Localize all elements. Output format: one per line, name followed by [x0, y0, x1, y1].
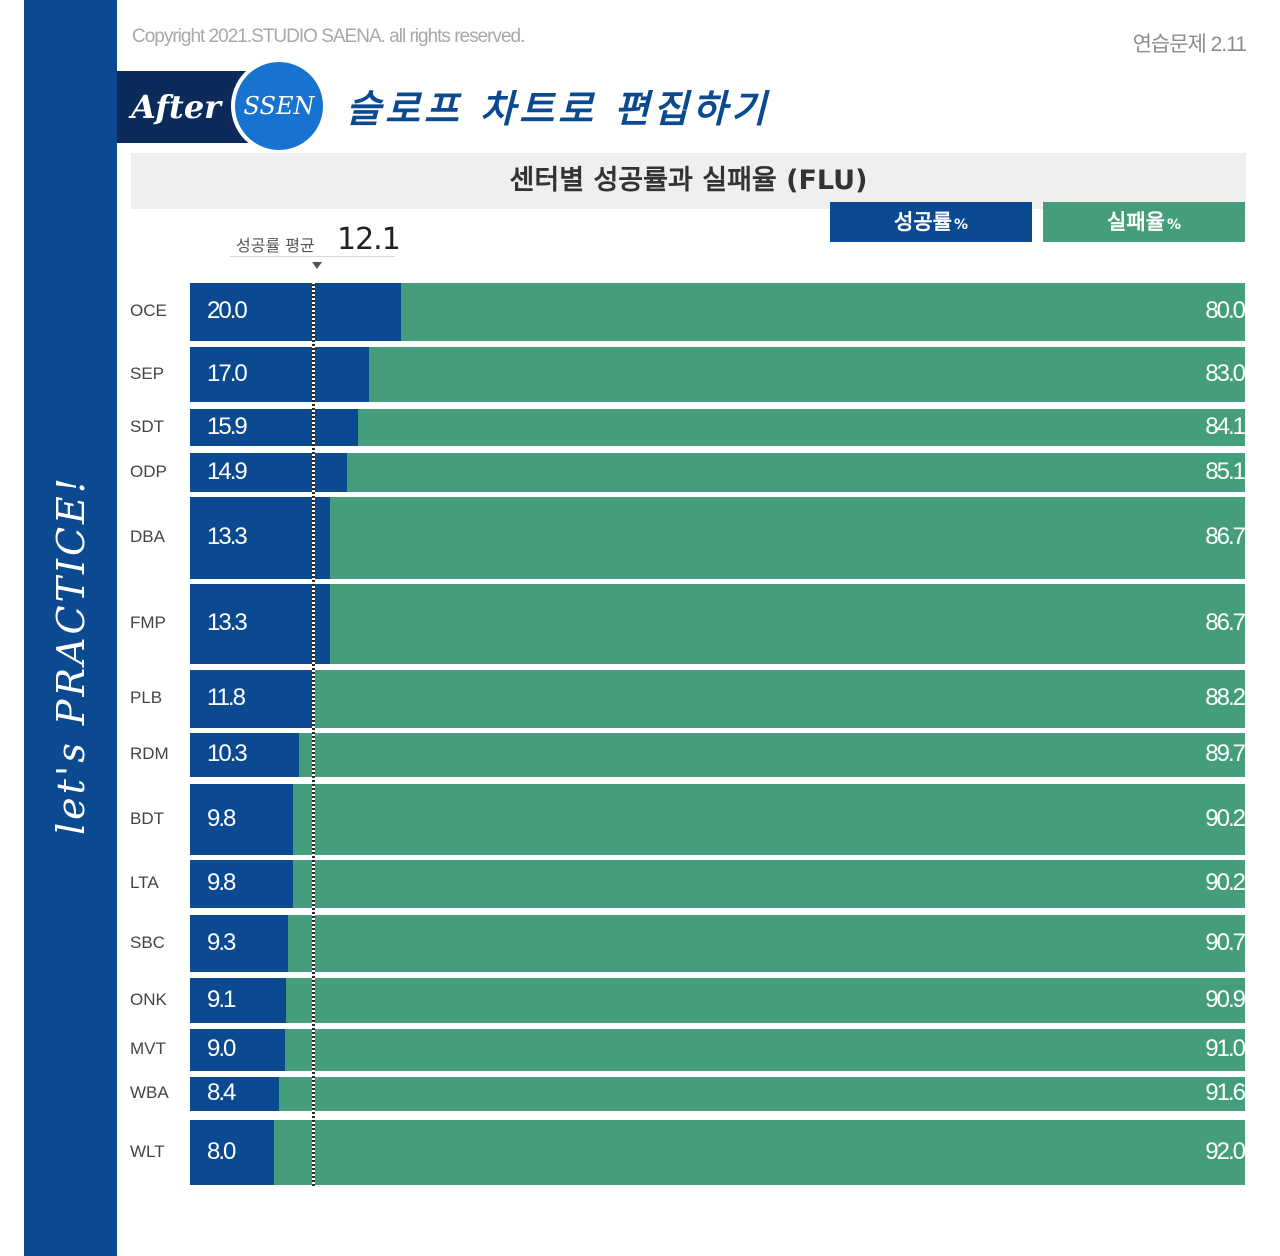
left-stripe	[24, 0, 117, 1256]
category-label-wba: WBA	[130, 1083, 169, 1102]
fail-bar-rdm	[190, 733, 1245, 777]
fail-value-plb: 88.2	[1205, 684, 1246, 711]
average-marker-icon	[312, 262, 322, 269]
fail-bar-mvt	[190, 1029, 1245, 1071]
category-label-sbc: SBC	[130, 932, 165, 952]
fail-bar-onk	[190, 978, 1245, 1023]
fail-bar-odp	[190, 453, 1245, 492]
success-bar-sdt	[190, 409, 358, 446]
fail-value-oce: 80.0	[1205, 297, 1246, 324]
success-value-mvt: 9.0	[207, 1035, 236, 1062]
legend-success-label: 성공률	[894, 210, 952, 234]
page-heading: 슬로프 차트로 편집하기	[346, 87, 771, 131]
category-label-wlt: WLT	[130, 1141, 165, 1161]
fail-bar-sdt	[190, 409, 1245, 446]
success-value-odp: 14.9	[207, 457, 248, 485]
category-label-odp: ODP	[130, 461, 167, 481]
success-bar-wba	[190, 1077, 279, 1111]
fail-value-wlt: 92.0	[1205, 1137, 1246, 1165]
ssen-logo: SSEN	[231, 58, 327, 154]
fail-bar-plb	[190, 670, 1245, 728]
chart-title: 센터별 성공률과 실패율 (FLU)	[131, 153, 1246, 209]
fail-bar-sbc	[190, 915, 1245, 972]
success-value-wba: 8.4	[207, 1079, 236, 1106]
success-bar-plb	[190, 670, 315, 728]
success-bar-bdt	[190, 784, 294, 855]
copyright-text: Copyright 2021.STUDIO SAENA. all rights …	[132, 26, 525, 47]
fail-bar-sep	[190, 347, 1245, 402]
category-label-mvt: MVT	[130, 1039, 166, 1058]
legend-success-unit: %	[953, 217, 968, 233]
category-label-rdm: RDM	[130, 744, 169, 763]
category-label-dba: DBA	[130, 527, 165, 546]
fail-value-sdt: 84.1	[1205, 412, 1246, 440]
success-value-dba: 13.3	[207, 523, 248, 550]
fail-bar-wlt	[190, 1120, 1245, 1185]
fail-value-odp: 85.1	[1205, 457, 1246, 485]
success-value-fmp: 13.3	[207, 609, 248, 636]
fail-bar-lta	[190, 860, 1245, 908]
fail-bar-fmp	[190, 584, 1245, 664]
fail-value-sep: 83.0	[1205, 359, 1246, 387]
category-label-lta: LTA	[130, 873, 159, 892]
category-label-sep: SEP	[130, 363, 165, 383]
legend-fail-unit: %	[1166, 217, 1181, 233]
average-value: 12.1	[337, 222, 401, 257]
success-value-onk: 9.1	[207, 985, 236, 1013]
category-label-fmp: FMP	[130, 613, 166, 632]
fail-value-dba: 86.7	[1205, 523, 1246, 550]
average-label: 성공률 평균	[236, 236, 315, 255]
fail-value-sbc: 90.7	[1205, 928, 1246, 956]
success-bar-rdm	[190, 733, 299, 777]
success-value-rdm: 10.3	[207, 740, 248, 767]
average-line	[312, 282, 315, 1186]
fail-bar-oce	[190, 283, 1245, 341]
success-value-oce: 20.0	[207, 297, 248, 324]
success-bar-sbc	[190, 915, 289, 972]
success-bar-fmp	[190, 584, 331, 664]
fail-value-mvt: 91.0	[1205, 1035, 1246, 1062]
legend-fail: 실패율%	[1043, 202, 1245, 242]
average-label-box: 성공률 평균 12.1	[230, 222, 401, 257]
success-bar-oce	[190, 283, 401, 341]
fail-bar-bdt	[190, 784, 1245, 855]
legend-fail-label: 실패율	[1107, 210, 1165, 234]
success-value-bdt: 9.8	[207, 804, 236, 832]
category-label-sdt: SDT	[130, 416, 164, 436]
fail-value-onk: 90.9	[1205, 985, 1246, 1013]
success-bar-wlt	[190, 1120, 275, 1185]
success-bar-lta	[190, 860, 294, 908]
fail-value-wba: 91.6	[1205, 1079, 1246, 1106]
success-bar-sep	[190, 347, 370, 402]
success-bar-onk	[190, 978, 286, 1023]
category-label-onk: ONK	[130, 989, 167, 1009]
exercise-number: 연습문제 2.11	[1132, 33, 1247, 56]
success-bar-odp	[190, 453, 348, 492]
fail-value-rdm: 89.7	[1205, 740, 1246, 767]
success-value-sdt: 15.9	[207, 412, 248, 440]
legend-success: 성공률%	[830, 202, 1032, 242]
success-value-wlt: 8.0	[207, 1137, 236, 1165]
category-label-plb: PLB	[130, 688, 163, 707]
success-value-plb: 11.8	[207, 684, 246, 711]
fail-value-lta: 90.2	[1205, 869, 1246, 896]
fail-value-fmp: 86.7	[1205, 609, 1246, 636]
category-label-oce: OCE	[130, 301, 167, 320]
fail-bar-dba	[190, 497, 1245, 579]
success-value-sep: 17.0	[207, 359, 248, 387]
category-label-bdt: BDT	[130, 808, 164, 828]
success-bar-mvt	[190, 1029, 285, 1071]
success-value-sbc: 9.3	[207, 928, 236, 956]
fail-value-bdt: 90.2	[1205, 804, 1246, 832]
side-practice-text: let's PRACTICE!	[49, 474, 93, 836]
success-value-lta: 9.8	[207, 869, 236, 896]
fail-bar-wba	[190, 1077, 1245, 1111]
success-bar-dba	[190, 497, 331, 579]
